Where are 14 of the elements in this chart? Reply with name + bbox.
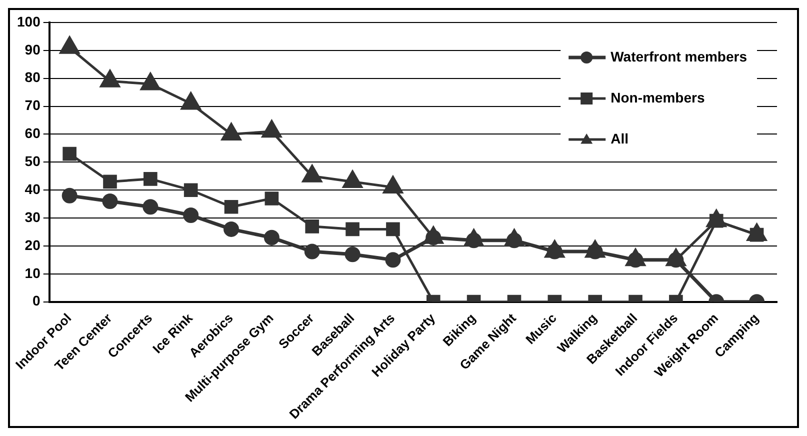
legend-label: All [610, 130, 628, 146]
y-tick-label: 20 [24, 236, 41, 253]
legend-label: Waterfront members [610, 48, 748, 64]
y-tick-label: 60 [24, 125, 41, 142]
y-tick-label: 70 [24, 97, 41, 114]
y-tick-label: 10 [24, 264, 41, 281]
legend-label: Non-members [610, 89, 705, 106]
y-tick-label: 80 [24, 69, 41, 86]
y-tick-label: 0 [32, 292, 41, 309]
y-tick-label: 100 [17, 13, 41, 30]
y-tick-label: 50 [24, 153, 41, 170]
y-tick-label: 30 [24, 208, 41, 225]
y-tick-label: 40 [24, 180, 41, 197]
y-tick-label: 90 [24, 41, 41, 58]
